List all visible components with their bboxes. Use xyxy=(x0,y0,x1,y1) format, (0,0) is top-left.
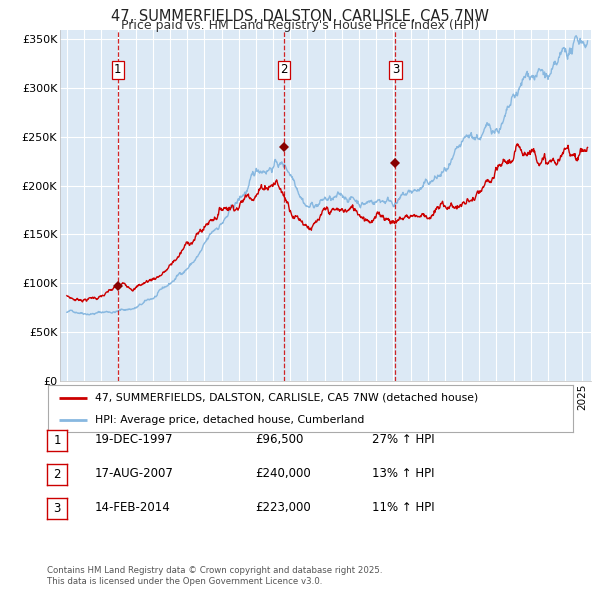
Text: 2: 2 xyxy=(53,468,61,481)
Text: 2: 2 xyxy=(280,63,287,76)
Text: 1: 1 xyxy=(114,63,122,76)
Text: £240,000: £240,000 xyxy=(255,467,311,480)
Text: £96,500: £96,500 xyxy=(255,433,304,446)
Text: 13% ↑ HPI: 13% ↑ HPI xyxy=(372,467,434,480)
Text: 47, SUMMERFIELDS, DALSTON, CARLISLE, CA5 7NW (detached house): 47, SUMMERFIELDS, DALSTON, CARLISLE, CA5… xyxy=(95,393,479,403)
Text: £223,000: £223,000 xyxy=(255,502,311,514)
Text: 3: 3 xyxy=(53,502,61,515)
Text: 47, SUMMERFIELDS, DALSTON, CARLISLE, CA5 7NW: 47, SUMMERFIELDS, DALSTON, CARLISLE, CA5… xyxy=(111,9,489,24)
Text: 17-AUG-2007: 17-AUG-2007 xyxy=(95,467,173,480)
Text: 3: 3 xyxy=(392,63,399,76)
Text: 14-FEB-2014: 14-FEB-2014 xyxy=(95,502,170,514)
Text: 27% ↑ HPI: 27% ↑ HPI xyxy=(372,433,434,446)
Text: Contains HM Land Registry data © Crown copyright and database right 2025.
This d: Contains HM Land Registry data © Crown c… xyxy=(47,566,382,586)
Text: 1: 1 xyxy=(53,434,61,447)
Text: Price paid vs. HM Land Registry's House Price Index (HPI): Price paid vs. HM Land Registry's House … xyxy=(121,19,479,32)
Text: 11% ↑ HPI: 11% ↑ HPI xyxy=(372,502,434,514)
Text: 19-DEC-1997: 19-DEC-1997 xyxy=(95,433,173,446)
Text: HPI: Average price, detached house, Cumberland: HPI: Average price, detached house, Cumb… xyxy=(95,415,365,425)
